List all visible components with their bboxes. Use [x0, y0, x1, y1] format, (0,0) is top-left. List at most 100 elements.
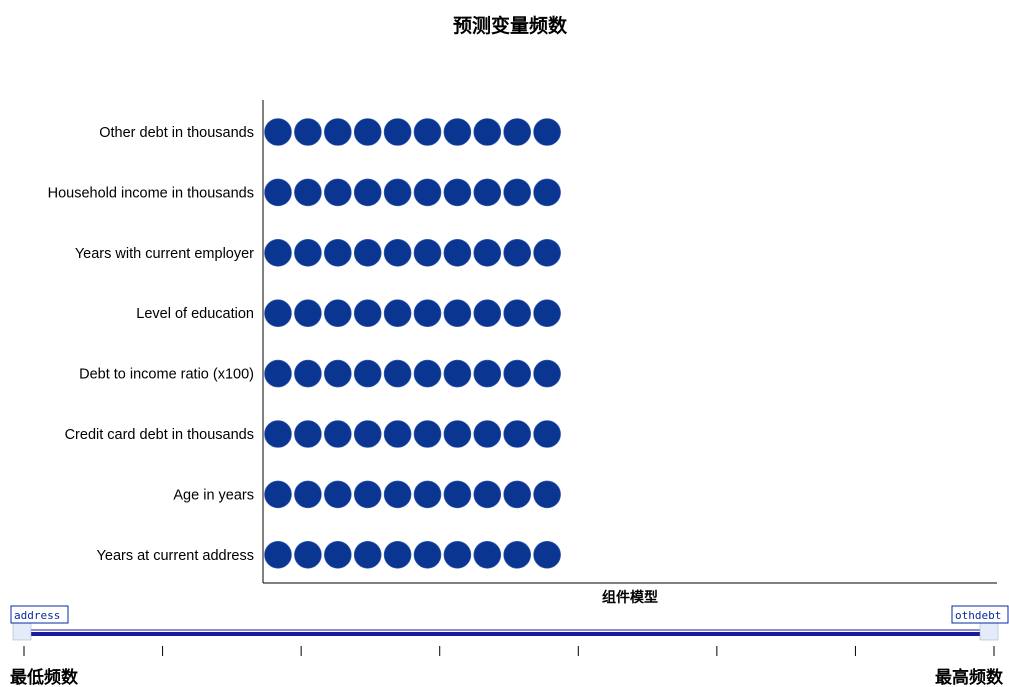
frequency-dot	[353, 540, 382, 569]
frequency-dot	[503, 299, 532, 328]
category-label: Level of education	[136, 306, 254, 322]
frequency-dot	[323, 540, 352, 569]
frequency-dot	[353, 359, 382, 388]
frequency-dots	[264, 118, 561, 569]
frequency-dot	[443, 118, 472, 146]
frequency-dot	[413, 540, 442, 569]
right-slider-handle[interactable]: othdebt	[951, 605, 1009, 641]
frequency-dot	[413, 480, 442, 509]
frequency-dot	[503, 480, 532, 509]
frequency-dot	[323, 420, 352, 448]
category-label: Years at current address	[97, 548, 254, 564]
frequency-dot	[294, 299, 322, 328]
frequency-dot	[533, 540, 561, 569]
left-handle-label-box	[10, 605, 69, 624]
frequency-dot	[294, 239, 322, 267]
frequency-dot	[383, 420, 412, 448]
frequency-dot	[294, 359, 322, 388]
frequency-dot	[473, 359, 502, 388]
frequency-dot	[533, 178, 561, 207]
frequency-dot	[413, 118, 442, 146]
frequency-dot	[533, 359, 561, 388]
frequency-dot	[473, 540, 502, 569]
frequency-dot	[264, 420, 292, 448]
frequency-dot	[383, 118, 412, 146]
category-label: Age in years	[173, 487, 254, 503]
frequency-dot	[383, 359, 412, 388]
left-slider-handle[interactable]: address	[10, 605, 69, 641]
frequency-dot	[264, 540, 292, 569]
frequency-dot	[353, 299, 382, 328]
frequency-dot	[264, 178, 292, 207]
frequency-dot	[264, 239, 292, 267]
x-axis-title: 组件模型	[602, 589, 658, 606]
frequency-dot	[443, 239, 472, 267]
frequency-dot	[443, 540, 472, 569]
frequency-dot	[443, 359, 472, 388]
frequency-dot	[383, 540, 412, 569]
right-handle-label: othdebt	[955, 609, 1001, 622]
frequency-dot	[323, 359, 352, 388]
category-labels: Other debt in thousands Household income …	[48, 125, 255, 564]
frequency-dot	[294, 540, 322, 569]
frequency-dot	[294, 420, 322, 448]
category-label: Other debt in thousands	[99, 125, 254, 141]
frequency-dot	[353, 178, 382, 207]
frequency-dot	[443, 480, 472, 509]
frequency-dot	[473, 239, 502, 267]
frequency-dot	[473, 178, 502, 207]
frequency-dot	[264, 359, 292, 388]
frequency-dot	[413, 178, 442, 207]
frequency-dot	[503, 540, 532, 569]
category-label: Credit card debt in thousands	[65, 427, 254, 443]
frequency-dot	[294, 178, 322, 207]
frequency-dot	[264, 118, 292, 146]
frequency-dot	[473, 420, 502, 448]
frequency-dot	[443, 178, 472, 207]
frequency-dot	[413, 359, 442, 388]
frequency-dot	[473, 299, 502, 328]
frequency-dot	[383, 299, 412, 328]
frequency-dot	[413, 239, 442, 267]
frequency-dot	[533, 299, 561, 328]
frequency-dot	[413, 420, 442, 448]
slider-min-label: 最低频数	[10, 667, 79, 687]
frequency-dot	[264, 480, 292, 509]
right-handle-label-box	[951, 605, 1009, 624]
frequency-dot	[323, 118, 352, 146]
left-handle-label: address	[14, 609, 60, 622]
category-label: Years with current employer	[75, 246, 254, 262]
frequency-dot	[323, 239, 352, 267]
category-label: Household income in thousands	[48, 185, 254, 201]
frequency-dot	[473, 118, 502, 146]
frequency-dot	[503, 359, 532, 388]
frequency-dot	[353, 118, 382, 146]
frequency-slider[interactable]: address othdebt	[10, 605, 1009, 656]
frequency-dot	[533, 420, 561, 448]
frequency-dot	[383, 480, 412, 509]
frequency-dot	[323, 178, 352, 207]
frequency-dot	[353, 239, 382, 267]
frequency-dot	[533, 118, 561, 146]
left-handle-knob[interactable]	[12, 621, 32, 641]
frequency-dot	[383, 178, 412, 207]
frequency-dot	[323, 480, 352, 509]
frequency-dot	[383, 239, 412, 267]
category-label: Debt to income ratio (x100)	[79, 367, 254, 383]
frequency-dot	[353, 420, 382, 448]
frequency-dot	[323, 299, 352, 328]
frequency-dot	[443, 420, 472, 448]
slider-ticks	[23, 646, 995, 656]
frequency-dot	[413, 299, 442, 328]
frequency-dot	[353, 480, 382, 509]
frequency-dot	[503, 178, 532, 207]
frequency-dot	[264, 299, 292, 328]
right-handle-knob[interactable]	[979, 621, 999, 641]
frequency-dot	[533, 480, 561, 509]
frequency-dot	[294, 118, 322, 146]
frequency-dot	[443, 299, 472, 328]
slider-max-label: 最高频数	[935, 667, 1004, 687]
frequency-dot	[473, 480, 502, 509]
frequency-dot	[503, 420, 532, 448]
